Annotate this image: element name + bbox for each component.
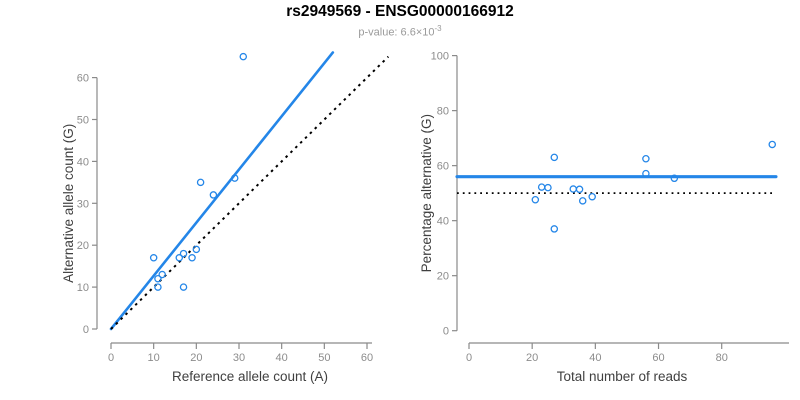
y-tick-label: 60	[77, 73, 89, 85]
y-tick-label: 0	[83, 324, 89, 336]
p-value-exponent: -3	[434, 24, 442, 33]
plot-percentage-vs-reads: 0 20 40 60 80 100 0 20 40 60 80 Total number of rea…	[419, 51, 789, 384]
data-point	[196, 178, 205, 187]
data-point	[588, 192, 596, 201]
data-point	[154, 274, 162, 283]
x-tick-label: 0	[466, 352, 472, 364]
data-point	[209, 191, 218, 199]
plot-subtitle: p-value: 6.6×10-3	[0, 24, 800, 39]
x-tick-label: 50	[318, 352, 330, 364]
data-point	[158, 270, 166, 279]
data-point	[578, 197, 587, 205]
y-axis-title: Percentage alternative (G)	[419, 114, 434, 272]
data-point	[179, 283, 188, 291]
data-point	[550, 225, 559, 233]
y-tick-label: 80	[437, 106, 449, 118]
x-tick-label: 40	[276, 352, 288, 364]
y-tick-label: 100	[431, 51, 449, 63]
y-tick-label: 50	[77, 115, 89, 127]
data-point	[544, 183, 552, 192]
y-tick-label: 40	[77, 156, 89, 168]
x-tick-label: 30	[233, 352, 245, 364]
data-point	[149, 254, 158, 262]
data-point	[531, 196, 540, 204]
data-point	[192, 245, 201, 254]
data-point	[670, 174, 679, 183]
data-point	[768, 140, 776, 149]
x-tick-label: 80	[716, 352, 728, 364]
data-point	[550, 153, 559, 162]
data-point	[575, 185, 584, 194]
data-point	[537, 183, 546, 191]
data-point	[188, 254, 196, 262]
x-tick-label: 10	[148, 352, 160, 364]
plot-allele-counts: 0 10 20 30 40 50 60 0 10 20 30 40 50 60 Reference alle…	[61, 51, 390, 384]
data-point	[154, 283, 162, 291]
data-point	[239, 52, 248, 61]
identity-line	[110, 55, 390, 330]
data-point	[175, 254, 184, 262]
data-point	[642, 169, 650, 178]
y-tick-label: 60	[437, 161, 449, 173]
x-tick-label: 60	[361, 352, 373, 364]
x-tick-label: 20	[526, 352, 538, 364]
p-value-text: p-value: 6.6×10	[358, 26, 435, 39]
y-tick-label: 40	[437, 216, 449, 228]
y-tick-label: 20	[437, 271, 449, 283]
y-axis-title: Alternative allele count (G)	[61, 124, 76, 283]
y-tick-label: 10	[77, 282, 89, 294]
x-tick-label: 60	[652, 352, 664, 364]
x-tick-label: 40	[589, 352, 601, 364]
data-point	[569, 185, 577, 193]
x-tick-label: 0	[108, 352, 114, 364]
y-tick-label: 0	[443, 326, 449, 338]
x-axis-title: Reference allele count (A)	[172, 369, 328, 384]
data-point	[179, 249, 188, 258]
y-tick-label: 30	[77, 198, 89, 210]
y-tick-label: 20	[77, 240, 89, 252]
data-point	[230, 174, 239, 182]
data-point	[642, 155, 650, 163]
x-tick-label: 20	[190, 352, 202, 364]
plot-title: rs2949569 - ENSG00000166912	[286, 3, 514, 20]
x-axis-title: Total number of reads	[557, 369, 688, 384]
fitted-ratio-line	[109, 51, 335, 331]
